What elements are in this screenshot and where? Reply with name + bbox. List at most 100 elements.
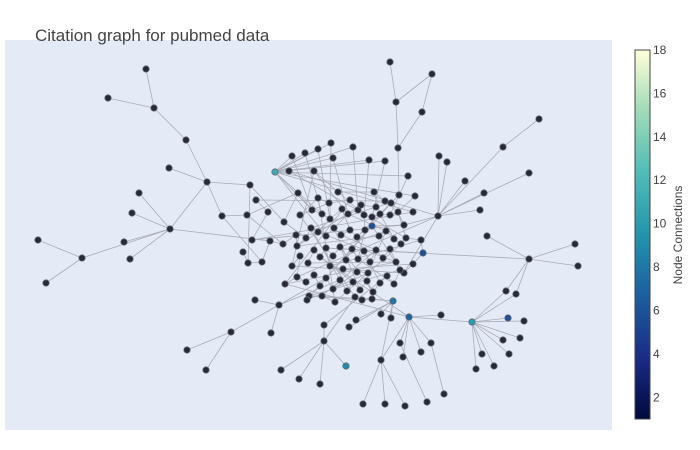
graph-node[interactable]	[525, 169, 533, 177]
graph-node[interactable]	[376, 279, 384, 287]
graph-node[interactable]	[314, 145, 322, 153]
graph-node[interactable]	[352, 316, 360, 324]
graph-node[interactable]	[357, 201, 365, 209]
graph-node[interactable]	[326, 215, 334, 223]
graph-node[interactable]	[405, 313, 413, 321]
graph-node[interactable]	[443, 158, 451, 166]
graph-node[interactable]	[525, 255, 533, 263]
graph-node[interactable]	[337, 231, 345, 239]
graph-node[interactable]	[346, 196, 354, 204]
graph-node[interactable]	[280, 218, 288, 226]
graph-node[interactable]	[377, 310, 385, 318]
graph-node[interactable]	[520, 317, 528, 325]
graph-node[interactable]	[360, 211, 368, 219]
graph-node[interactable]	[478, 350, 486, 358]
graph-node[interactable]	[381, 197, 389, 205]
graph-node[interactable]	[480, 189, 488, 197]
graph-node[interactable]	[218, 212, 226, 220]
graph-node[interactable]	[512, 290, 520, 298]
graph-node[interactable]	[277, 366, 285, 374]
graph-node[interactable]	[387, 314, 395, 322]
graph-node[interactable]	[166, 225, 174, 233]
graph-node[interactable]	[320, 321, 328, 329]
graph-node[interactable]	[504, 314, 512, 322]
graph-node[interactable]	[271, 168, 279, 176]
graph-node[interactable]	[316, 380, 324, 388]
graph-node[interactable]	[366, 258, 374, 266]
graph-node[interactable]	[243, 211, 251, 219]
graph-node[interactable]	[390, 235, 398, 243]
graph-node[interactable]	[435, 152, 443, 160]
graph-node[interactable]	[288, 152, 296, 160]
graph-node[interactable]	[372, 246, 380, 254]
graph-node[interactable]	[78, 254, 86, 262]
graph-node[interactable]	[354, 255, 362, 263]
graph-node[interactable]	[502, 287, 510, 295]
graph-node[interactable]	[295, 375, 303, 383]
graph-node[interactable]	[368, 222, 376, 230]
graph-node[interactable]	[370, 188, 378, 196]
graph-node[interactable]	[386, 245, 394, 253]
graph-node[interactable]	[322, 274, 330, 282]
graph-node[interactable]	[396, 339, 404, 347]
graph-node[interactable]	[202, 366, 210, 374]
graph-node[interactable]	[296, 252, 304, 260]
graph-node[interactable]	[304, 259, 312, 267]
graph-node[interactable]	[248, 236, 256, 244]
graph-node[interactable]	[428, 70, 436, 78]
graph-node[interactable]	[342, 256, 350, 264]
graph-node[interactable]	[301, 149, 309, 157]
graph-node[interactable]	[400, 221, 408, 229]
graph-node[interactable]	[135, 189, 143, 197]
graph-node[interactable]	[104, 94, 112, 102]
graph-node[interactable]	[399, 353, 407, 361]
graph-node[interactable]	[339, 265, 347, 273]
graph-node[interactable]	[258, 258, 266, 266]
graph-node[interactable]	[368, 295, 376, 303]
graph-node[interactable]	[434, 212, 442, 220]
graph-node[interactable]	[329, 252, 337, 260]
graph-node[interactable]	[419, 249, 427, 257]
graph-node[interactable]	[126, 255, 134, 263]
graph-node[interactable]	[395, 191, 403, 199]
graph-node[interactable]	[468, 318, 476, 326]
graph-node[interactable]	[314, 228, 322, 236]
graph-node[interactable]	[353, 268, 361, 276]
graph-node[interactable]	[292, 231, 300, 239]
graph-node[interactable]	[293, 273, 301, 281]
graph-node[interactable]	[392, 98, 400, 106]
graph-node[interactable]	[476, 206, 484, 214]
graph-node[interactable]	[267, 329, 275, 337]
graph-node[interactable]	[343, 287, 351, 295]
graph-node[interactable]	[252, 196, 260, 204]
graph-node[interactable]	[417, 236, 425, 244]
graph-node[interactable]	[322, 232, 330, 240]
graph-node[interactable]	[490, 362, 498, 370]
graph-node[interactable]	[288, 262, 296, 270]
graph-node[interactable]	[361, 226, 369, 234]
graph-node[interactable]	[327, 139, 335, 147]
graph-node[interactable]	[331, 298, 339, 306]
graph-node[interactable]	[227, 328, 235, 336]
graph-node[interactable]	[411, 192, 419, 200]
graph-node[interactable]	[336, 276, 344, 284]
graph-node[interactable]	[375, 232, 383, 240]
graph-node[interactable]	[365, 156, 373, 164]
graph-node[interactable]	[183, 346, 191, 354]
graph-node[interactable]	[369, 288, 377, 296]
graph-node[interactable]	[165, 164, 173, 172]
graph-node[interactable]	[285, 167, 293, 175]
graph-node[interactable]	[325, 199, 333, 207]
graph-node[interactable]	[377, 356, 385, 364]
graph-node[interactable]	[437, 311, 445, 319]
graph-node[interactable]	[42, 279, 50, 287]
graph-node[interactable]	[329, 154, 337, 162]
graph-node[interactable]	[397, 240, 405, 248]
graph-node[interactable]	[329, 285, 337, 293]
graph-node[interactable]	[427, 339, 435, 347]
graph-node[interactable]	[330, 224, 338, 232]
graph-node[interactable]	[302, 278, 310, 286]
graph-node[interactable]	[308, 206, 316, 214]
graph-node[interactable]	[316, 253, 324, 261]
graph-node[interactable]	[379, 254, 387, 262]
